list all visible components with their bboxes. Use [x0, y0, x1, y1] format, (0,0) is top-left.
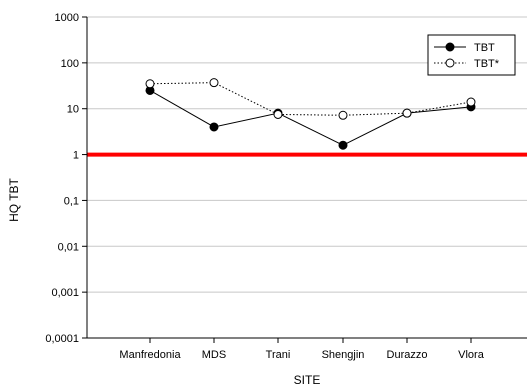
y-tick-label: 100	[61, 58, 79, 70]
x-tick-label: Trani	[266, 349, 291, 361]
x-tick-label: Manfredonia	[119, 349, 181, 361]
y-tick-label: 1	[73, 150, 79, 162]
x-tick-label: Durazzo	[387, 349, 428, 361]
y-tick-label: 0,0001	[45, 333, 79, 345]
axes	[82, 16, 527, 343]
data-point-tbt	[338, 140, 348, 150]
legend-box	[427, 34, 516, 76]
data-point-tbt-star	[209, 78, 219, 88]
legend-marker	[445, 42, 455, 52]
data-point-tbt-star	[402, 108, 412, 118]
data-point-tbt-star	[338, 110, 348, 120]
legend-label: TBT	[474, 42, 495, 54]
data-point-tbt-star	[273, 109, 283, 119]
y-tick-label: 10	[67, 104, 79, 116]
legend-label: TBT*	[474, 58, 500, 70]
y-tick-label: 1000	[55, 12, 79, 24]
x-tick-label: Vlora	[458, 349, 485, 361]
x-axis-label: SITE	[294, 373, 321, 387]
legend-marker	[445, 58, 455, 68]
legend: TBT TBT*	[427, 34, 516, 76]
x-tick-label: Shengjin	[322, 349, 365, 361]
y-tick-label: 0,1	[64, 195, 79, 207]
x-tick-label: MDS	[202, 349, 226, 361]
y-tick-label: 0,01	[58, 241, 79, 253]
data-point-tbt	[209, 122, 219, 132]
series-line-tbt-star	[149, 82, 472, 116]
y-axis-label: HQ TBT	[7, 177, 21, 221]
data-point-tbt-star	[145, 79, 155, 89]
series-group	[145, 78, 476, 150]
y-tick-label: 0,001	[51, 287, 79, 299]
series-line-tbt	[149, 90, 472, 146]
tick-labels: 1000 100 10 1 0,1 0,01 0,001 0,0001 Manfredonia M…	[45, 12, 484, 361]
data-point-tbt-star	[466, 97, 476, 107]
